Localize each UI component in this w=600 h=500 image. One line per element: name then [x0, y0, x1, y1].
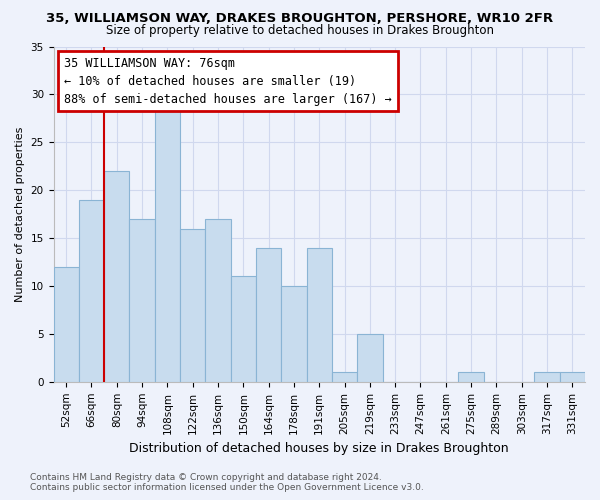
Bar	[230, 276, 256, 382]
Bar	[130, 219, 155, 382]
Bar	[560, 372, 585, 382]
Bar	[256, 248, 281, 382]
Bar	[53, 267, 79, 382]
Bar	[458, 372, 484, 382]
Bar	[205, 219, 230, 382]
Bar	[332, 372, 357, 382]
Y-axis label: Number of detached properties: Number of detached properties	[15, 126, 25, 302]
Text: 35 WILLIAMSON WAY: 76sqm
← 10% of detached houses are smaller (19)
88% of semi-d: 35 WILLIAMSON WAY: 76sqm ← 10% of detach…	[64, 56, 392, 106]
Bar	[79, 200, 104, 382]
Text: Contains HM Land Registry data © Crown copyright and database right 2024.
Contai: Contains HM Land Registry data © Crown c…	[30, 473, 424, 492]
Bar	[104, 171, 130, 382]
Bar	[535, 372, 560, 382]
Bar	[307, 248, 332, 382]
Bar	[357, 334, 383, 382]
Text: 35, WILLIAMSON WAY, DRAKES BROUGHTON, PERSHORE, WR10 2FR: 35, WILLIAMSON WAY, DRAKES BROUGHTON, PE…	[46, 12, 554, 26]
Bar	[155, 104, 180, 382]
Bar	[180, 228, 205, 382]
X-axis label: Distribution of detached houses by size in Drakes Broughton: Distribution of detached houses by size …	[130, 442, 509, 455]
Bar	[281, 286, 307, 382]
Text: Size of property relative to detached houses in Drakes Broughton: Size of property relative to detached ho…	[106, 24, 494, 37]
